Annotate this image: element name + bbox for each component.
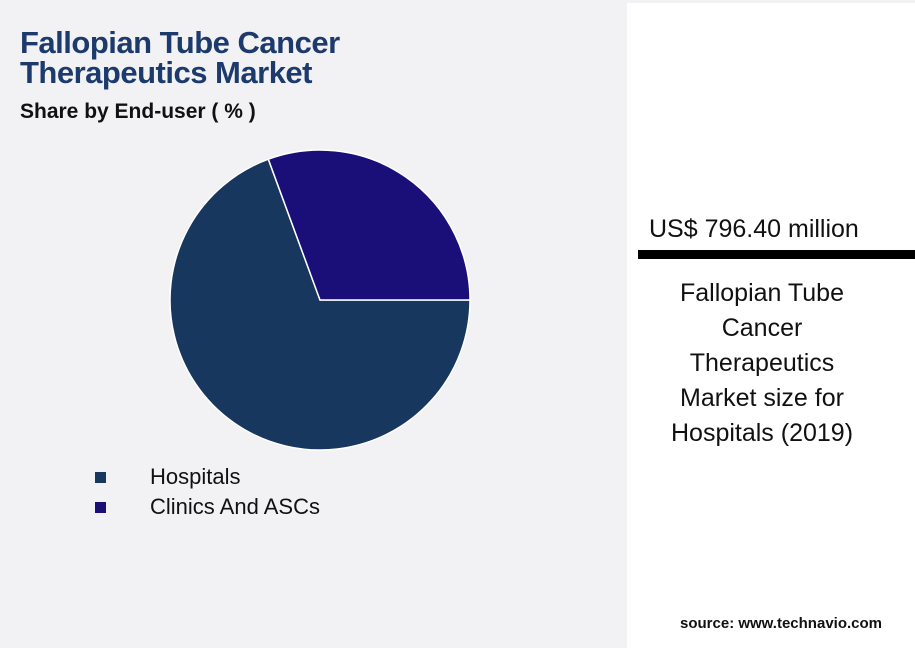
chart-title: Fallopian Tube Cancer Therapeutics Marke… [20, 25, 340, 90]
legend-label: Hospitals [150, 464, 241, 489]
legend-swatch [95, 501, 106, 513]
callout-value: US$ 796.40 million [649, 215, 859, 243]
pie-slice [267, 149, 471, 301]
callout-description: Fallopian Tube Cancer Therapeutics Marke… [670, 279, 854, 447]
divider [638, 250, 915, 259]
pie-chart [169, 149, 471, 451]
source: source: www.technavio.com [680, 615, 882, 632]
pie-slice [169, 158, 471, 451]
legend-label: Clinics And ASCs [150, 494, 320, 519]
legend: Hospitals Clinics And ASCs [95, 462, 320, 522]
legend-item: Hospitals [95, 462, 320, 492]
legend-item: Clinics And ASCs [95, 492, 320, 522]
legend-swatch [95, 471, 106, 483]
callout-panel: US$ 796.40 million Fallopian Tube Cancer… [627, 3, 915, 648]
chart-subtitle: Share by End-user ( % ) [20, 100, 256, 123]
